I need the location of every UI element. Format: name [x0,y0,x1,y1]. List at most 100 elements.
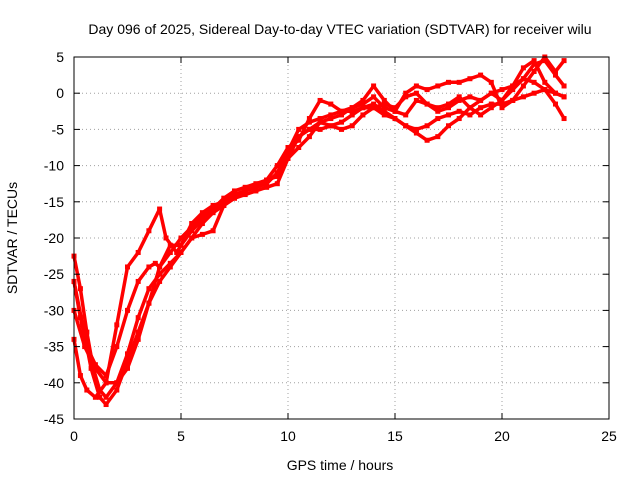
data-point [189,235,195,241]
data-point [210,202,216,208]
data-point [135,329,141,335]
data-point [199,213,205,219]
data-point [553,72,558,78]
data-point [178,235,184,241]
data-point [103,394,109,400]
data-point [88,365,94,371]
x-tick-label: 15 [387,428,403,444]
data-point [157,271,163,277]
data-point [499,97,505,103]
y-tick-label: -40 [44,375,64,391]
data-point [531,90,537,96]
data-point [135,249,141,255]
series-track-5 [71,58,567,386]
data-point [328,116,334,122]
data-point [446,105,451,111]
data-point [339,112,344,118]
data-point [360,101,366,107]
data-point [339,119,344,125]
y-axis-label: SDTVAR / TECUs [4,182,20,294]
data-point [456,97,462,103]
data-point [306,134,312,140]
data-point [349,112,355,118]
data-point [435,108,441,114]
x-axis-label: GPS time / hours [287,457,394,473]
data-point [371,94,377,100]
data-point [242,188,248,194]
data-point [199,210,205,216]
data-point [339,108,344,114]
data-point [561,116,567,122]
data-point [553,90,558,96]
data-point [125,351,130,357]
data-point [274,173,280,179]
data-point [103,380,109,386]
data-point [146,300,152,306]
data-point [424,123,430,129]
data-point [285,155,291,161]
data-point [264,181,270,187]
data-point [125,358,130,364]
data-point [274,163,280,169]
data-point [381,112,387,118]
data-point [446,79,451,85]
data-point [446,112,451,118]
data-point [221,199,227,205]
x-tick-label: 0 [70,428,78,444]
data-point [253,184,259,190]
data-point [306,116,312,122]
data-point [221,202,227,208]
data-point [478,105,484,111]
data-point [125,365,130,371]
data-point [77,315,83,321]
data-point [167,242,173,248]
data-point [242,184,248,190]
data-point [456,108,462,114]
data-point [114,322,120,328]
data-point [296,137,302,143]
data-point [84,387,90,393]
data-point [424,101,430,107]
data-point [499,105,505,111]
y-tick-label: -5 [52,121,65,137]
data-point [103,373,109,379]
data-point [413,130,419,136]
data-point [274,181,280,187]
y-tick-label: 0 [56,85,64,101]
data-point [125,264,130,270]
data-point [520,94,526,100]
y-tick-label: -35 [44,339,64,355]
data-point [360,97,366,103]
data-point [328,123,334,129]
data-point [424,87,430,93]
data-point [114,387,120,393]
data-point [221,195,227,201]
data-point [349,123,355,129]
data-point [456,79,462,85]
data-point [467,105,473,111]
x-tick-label: 20 [494,428,510,444]
data-point [296,126,302,132]
data-point [135,336,141,342]
data-point [328,112,334,118]
data-point [285,145,291,150]
y-tick-label: -30 [44,302,64,318]
data-point [157,206,163,212]
data-point [413,126,419,132]
data-point [285,148,291,154]
data-point [499,87,505,93]
data-point [103,402,109,408]
data-point [349,105,355,111]
data-point [467,112,473,118]
data-point [152,260,158,266]
data-point [478,97,484,103]
data-point [561,83,567,89]
data-point [125,307,130,313]
data-point [92,365,98,371]
data-point [392,105,398,111]
data-point [317,116,323,122]
y-tick-label: -15 [44,194,64,210]
data-point [84,329,90,335]
data-point [210,206,216,212]
data-point [114,380,120,386]
